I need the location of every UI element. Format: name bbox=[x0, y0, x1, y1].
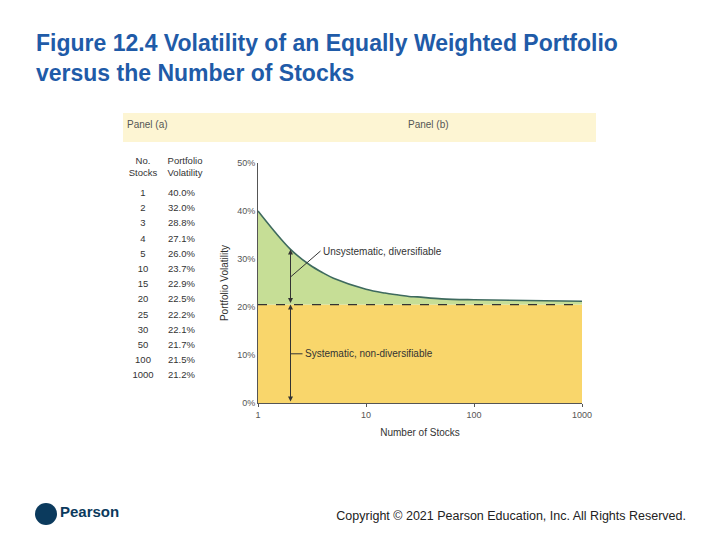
html-text:22.9%: 22.9% bbox=[168, 278, 195, 290]
html-text:No.: No. bbox=[135, 155, 151, 166]
svg-text:20%: 20% bbox=[237, 302, 255, 312]
html-text:32.0%: 32.0% bbox=[168, 202, 195, 214]
html-text:50: 50 bbox=[137, 339, 149, 350]
svg-text:30%: 30% bbox=[237, 254, 255, 264]
html-text:3: 3 bbox=[140, 217, 146, 229]
html-text:Volatility: Volatility bbox=[167, 167, 203, 178]
html-text:Pearson: Pearson bbox=[60, 503, 120, 520]
html-text:21.7%: 21.7% bbox=[168, 339, 195, 350]
svg-text:Number of Stocks: Number of Stocks bbox=[380, 427, 459, 438]
html-text:27.1%: 27.1% bbox=[168, 232, 195, 244]
html-text:30: 30 bbox=[137, 323, 149, 335]
html-text:23.7%: 23.7% bbox=[168, 263, 195, 274]
html-text:Stocks: Stocks bbox=[128, 167, 158, 178]
html-text:Copyright © 2021 Pearson Educa: Copyright © 2021 Pearson Education, Inc.… bbox=[336, 509, 686, 523]
html-text:5: 5 bbox=[140, 247, 146, 259]
html-text:22.2%: 22.2% bbox=[168, 308, 195, 320]
html-text:22.1%: 22.1% bbox=[168, 323, 195, 335]
svg-text:Systematic, non-diversifiable: Systematic, non-diversifiable bbox=[305, 348, 433, 359]
html-text:26.0%: 26.0% bbox=[168, 247, 195, 259]
svg-text:10: 10 bbox=[361, 410, 371, 420]
html-text:21.2%: 21.2% bbox=[168, 369, 195, 381]
html-text:Portfolio: Portfolio bbox=[167, 155, 203, 166]
svg-text:40%: 40% bbox=[237, 206, 255, 216]
html-text:Panel (a): Panel (a) bbox=[127, 119, 168, 130]
html-text:40.0%: 40.0% bbox=[168, 187, 195, 198]
html-text:Figure 12.4 Volatility of an E: Figure 12.4 Volatility of an Equally Wei… bbox=[36, 30, 618, 86]
html-text:21.5%: 21.5% bbox=[168, 354, 195, 366]
html-text:1: 1 bbox=[140, 187, 146, 198]
html-text:4: 4 bbox=[140, 232, 146, 244]
svg-text:0%: 0% bbox=[242, 398, 255, 408]
html-text:1000: 1000 bbox=[132, 369, 154, 381]
svg-text:1: 1 bbox=[255, 410, 260, 420]
svg-text:10%: 10% bbox=[237, 350, 255, 360]
html-text:25: 25 bbox=[137, 308, 149, 320]
html-text:15: 15 bbox=[137, 278, 149, 290]
html-text:Panel (b): Panel (b) bbox=[408, 119, 449, 130]
html-text:20: 20 bbox=[137, 293, 149, 305]
html-text:10: 10 bbox=[137, 263, 149, 274]
html-text:28.8%: 28.8% bbox=[168, 217, 195, 229]
html-text:2: 2 bbox=[140, 202, 146, 214]
svg-text:100: 100 bbox=[466, 410, 481, 420]
html-text:22.5%: 22.5% bbox=[168, 293, 195, 305]
svg-text:Unsystematic, diversifiable: Unsystematic, diversifiable bbox=[323, 246, 442, 257]
svg-text:1000: 1000 bbox=[572, 410, 592, 420]
html-text:100: 100 bbox=[135, 354, 151, 366]
svg-text:50%: 50% bbox=[237, 158, 255, 168]
svg-text:Portfolio Volatility: Portfolio Volatility bbox=[219, 245, 230, 321]
